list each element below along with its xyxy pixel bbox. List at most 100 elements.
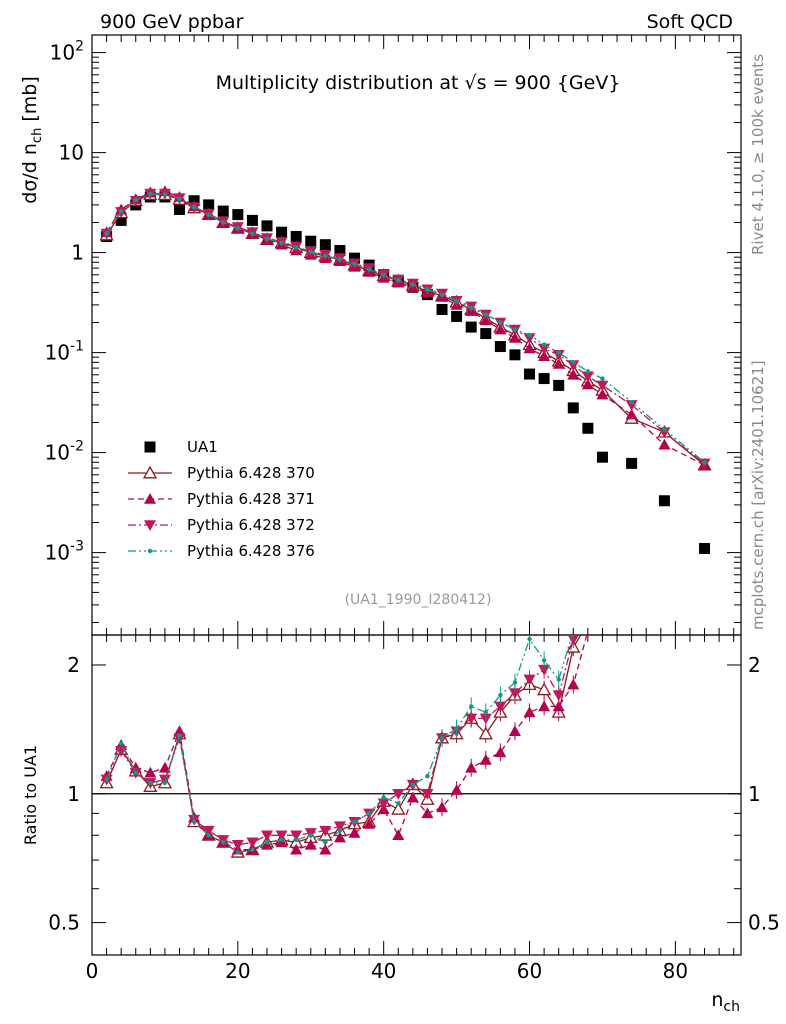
data-point (158, 774, 171, 786)
data-point (702, 460, 707, 465)
data-point (381, 272, 386, 277)
x-axis-label: nch (711, 989, 740, 1015)
data-point (523, 674, 536, 686)
data-point (246, 214, 258, 226)
data-point (552, 690, 565, 702)
data-point (142, 465, 158, 479)
data-point (191, 204, 197, 210)
data-point (483, 312, 488, 317)
plot-title: Multiplicity distribution at √s = 900 {G… (216, 72, 621, 94)
series-pythia-6-428-372 (100, 188, 711, 470)
data-point (629, 399, 634, 405)
data-point (147, 548, 153, 554)
data-point (396, 277, 401, 283)
data-point (523, 333, 536, 344)
data-point (508, 688, 521, 699)
data-point (323, 840, 328, 845)
ratio-plot-frame (91, 634, 742, 956)
data-point (596, 451, 608, 463)
data-point (658, 495, 670, 507)
data-point (454, 726, 459, 731)
data-point (567, 368, 580, 380)
series-pythia-6-428-371 (100, 185, 711, 470)
data-point (250, 231, 255, 236)
data-point (319, 843, 332, 855)
data-point (581, 635, 594, 636)
data-point (699, 542, 711, 554)
data-point (480, 328, 492, 340)
data-point (494, 323, 507, 335)
data-point (439, 735, 445, 741)
data-point (264, 236, 270, 241)
data-point (527, 332, 532, 338)
series-pythia-6-428-372 (100, 635, 579, 851)
data-point (276, 226, 288, 238)
data-point (465, 761, 478, 773)
y-tick-label: 102 (50, 39, 84, 65)
x-axis: 0 20 40 60 80 (86, 35, 735, 983)
legend-item: Pythia 6.428 372 (128, 516, 315, 534)
y-tick-label: 10 (59, 141, 84, 165)
data-point (323, 253, 328, 258)
x-tick-label: 60 (517, 959, 542, 983)
data-point (537, 682, 552, 696)
data-point (410, 282, 416, 287)
data-point (626, 457, 638, 469)
data-point (133, 770, 138, 775)
data-point (538, 700, 551, 712)
data-point (596, 380, 609, 392)
data-point (468, 704, 474, 709)
data-point (246, 837, 259, 849)
legend-item: Pythia 6.428 376 (128, 542, 315, 560)
x-tick-label: 40 (371, 959, 396, 983)
data-point (305, 235, 317, 247)
data-point (221, 220, 226, 225)
data-point (494, 746, 507, 758)
data-point (600, 376, 605, 381)
series-line (106, 193, 705, 466)
data-point (396, 801, 401, 806)
data-point (290, 843, 303, 855)
data-point (333, 831, 346, 843)
data-point (465, 321, 477, 333)
data-point (231, 839, 244, 851)
data-point (337, 256, 343, 262)
data-point (148, 191, 153, 197)
data-point (512, 680, 518, 685)
data-point (279, 837, 284, 843)
data-point (118, 208, 124, 214)
data-point (392, 829, 405, 841)
data-point (508, 725, 521, 737)
data-point (556, 350, 561, 355)
rivet-version-label: Rivet 4.1.0, ≥ 100k events (749, 54, 767, 255)
ratio-y-tick-label-right: 1 (748, 782, 761, 806)
data-point (363, 817, 376, 829)
data-point (217, 205, 229, 217)
series-pythia-6-428-376 (104, 635, 574, 855)
data-point (235, 226, 241, 231)
data-point (221, 840, 226, 845)
data-point (202, 825, 215, 837)
data-point (524, 368, 536, 380)
header-right: Soft QCD (647, 11, 733, 33)
data-point (662, 427, 667, 432)
data-point (527, 636, 532, 642)
data-point (508, 331, 521, 343)
data-point (162, 192, 168, 197)
data-point (498, 692, 503, 698)
data-point (436, 801, 449, 813)
data-point (406, 791, 419, 803)
data-point (174, 203, 186, 215)
data-point (596, 388, 609, 400)
data-point (250, 847, 255, 852)
data-point (304, 838, 317, 850)
data-point (177, 733, 182, 738)
data-point (206, 833, 211, 838)
ratio-y-tick-label: 2 (67, 653, 80, 677)
legend-label: Pythia 6.428 372 (187, 516, 315, 534)
data-point (567, 678, 580, 690)
data-point (494, 701, 507, 713)
series-pythia-6-428-370 (99, 187, 712, 471)
ratio-y-tick-label: 0.5 (48, 911, 80, 935)
data-point (377, 798, 390, 810)
